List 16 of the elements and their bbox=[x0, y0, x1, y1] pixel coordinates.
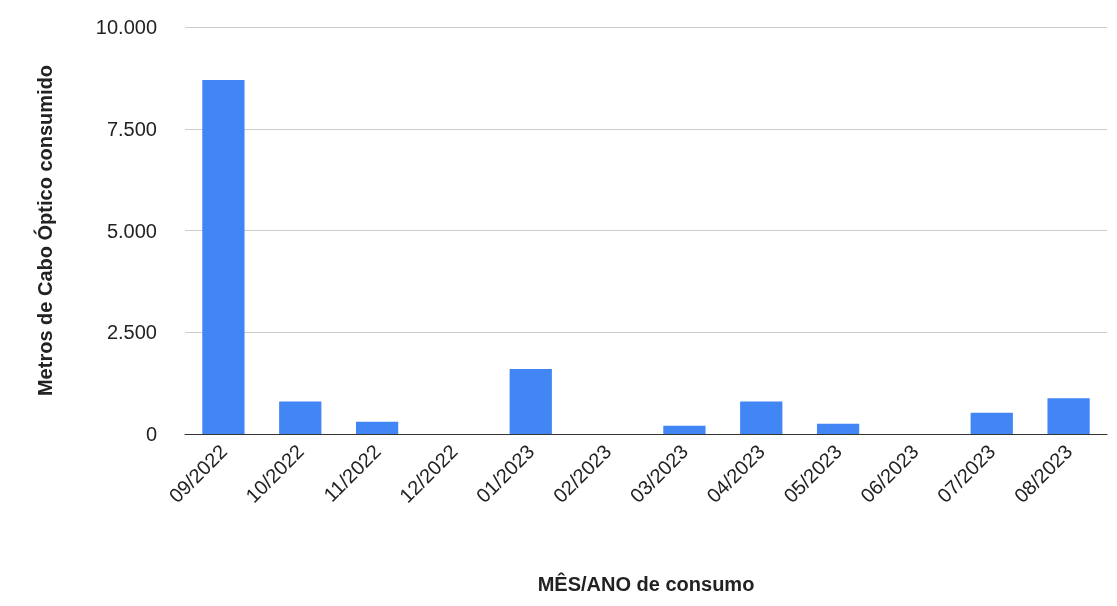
bar bbox=[509, 368, 552, 434]
y-axis-title: Metros de Cabo Óptico consumido bbox=[33, 64, 56, 397]
bar bbox=[279, 401, 322, 434]
x-axis-title: MÊS/ANO de consumo bbox=[537, 572, 755, 595]
bar bbox=[202, 79, 245, 434]
y-tick-label: 0 bbox=[145, 423, 157, 445]
y-tick-label: 10.000 bbox=[95, 16, 157, 38]
bar bbox=[816, 423, 860, 434]
bar bbox=[355, 421, 399, 434]
bar bbox=[663, 425, 706, 434]
y-tick-label: 2.500 bbox=[106, 321, 157, 344]
y-tick-label: 7.500 bbox=[106, 117, 157, 140]
bar bbox=[740, 401, 783, 434]
y-tick-label: 5.000 bbox=[106, 219, 157, 242]
bar bbox=[970, 412, 1013, 434]
bar bbox=[1047, 398, 1090, 434]
